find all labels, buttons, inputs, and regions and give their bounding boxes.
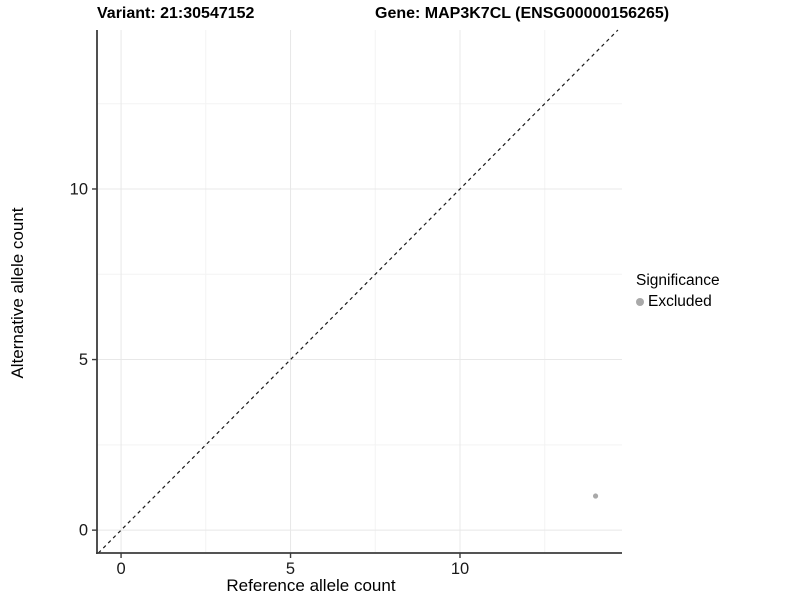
y-tick-label: 10 (70, 180, 88, 198)
x-tick-label: 5 (286, 560, 295, 578)
x-axis-label: Reference allele count (226, 576, 396, 595)
x-tick-label: 0 (116, 560, 125, 578)
variant-title: Variant: 21:30547152 (97, 5, 255, 22)
x-tick-label: 10 (451, 560, 469, 578)
y-axis-label: Alternative allele count (8, 207, 27, 379)
legend-title: Significance (636, 272, 720, 289)
legend-item-label: Excluded (648, 293, 712, 310)
gene-title: Gene: MAP3K7CL (ENSG00000156265) (375, 5, 670, 22)
y-tick-label: 5 (79, 351, 88, 369)
identity-line (97, 29, 619, 554)
data-point (592, 493, 599, 499)
y-tick-label: 0 (79, 522, 88, 540)
legend-key-dot (636, 298, 644, 306)
legend-item: Excluded (636, 293, 720, 311)
legend: Significance Excluded (636, 272, 720, 311)
legend-items: Excluded (636, 293, 720, 311)
